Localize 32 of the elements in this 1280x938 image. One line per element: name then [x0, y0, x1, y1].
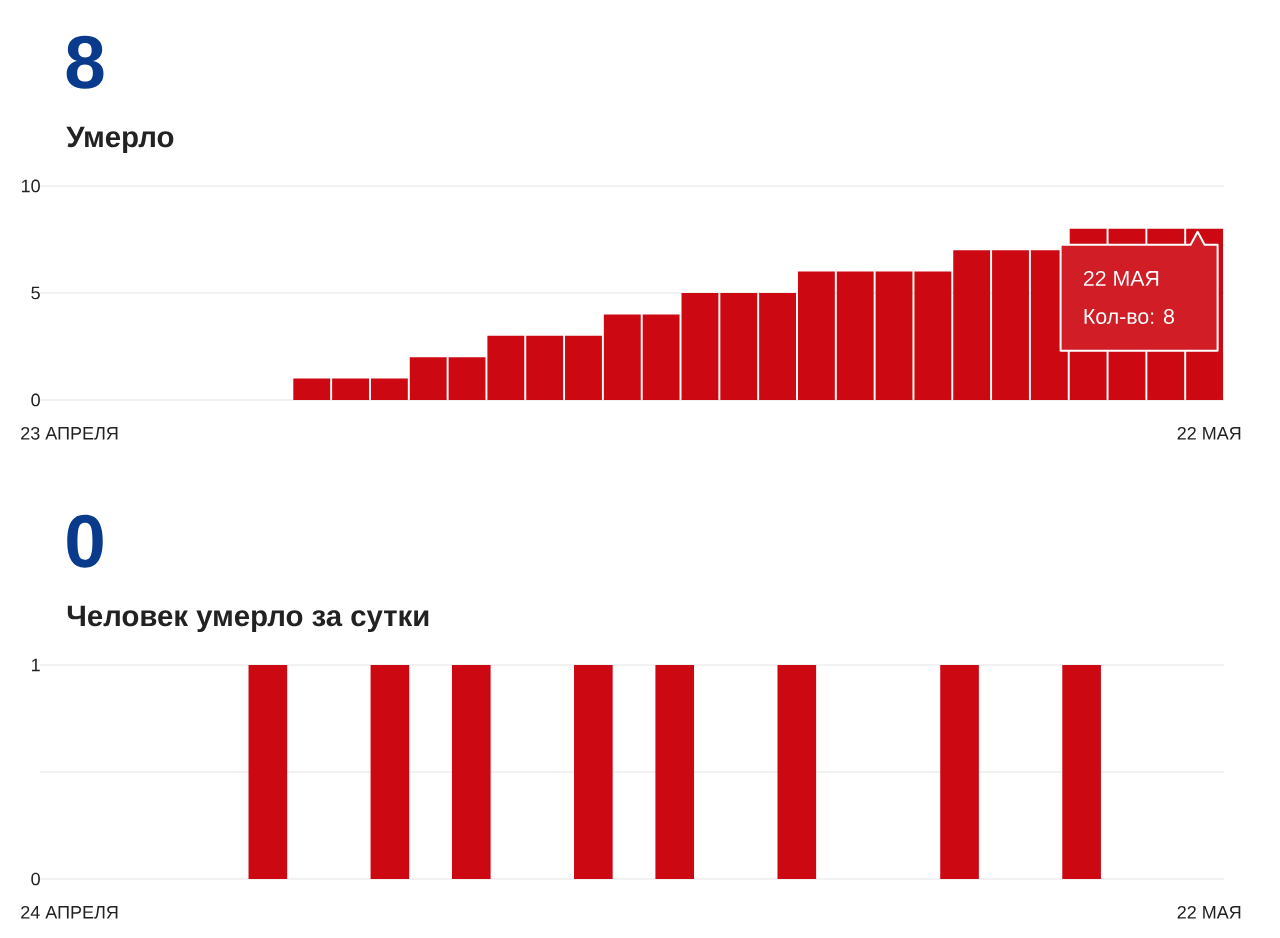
bar	[836, 271, 874, 400]
bar	[448, 357, 486, 400]
bar	[526, 335, 564, 400]
bar	[487, 335, 525, 400]
bar	[875, 271, 913, 400]
y-tick-label: 1	[31, 658, 40, 672]
y-tick-label: 5	[31, 286, 40, 300]
bar	[759, 292, 797, 400]
chart-subtitle: Умерло	[66, 126, 174, 154]
annotation: 22 МАЯ	[1083, 270, 1159, 286]
x-tick-label: 24 АПРЕЛЯ	[21, 905, 118, 919]
chart-title: 0	[67, 514, 103, 568]
chart-title: 8	[66, 35, 104, 89]
bar	[720, 292, 758, 400]
y-tick-label: 0	[31, 393, 40, 407]
bar	[642, 314, 680, 400]
x-tick-label: 23 АПРЕЛЯ	[21, 426, 118, 440]
bar	[681, 292, 719, 400]
bar	[409, 357, 447, 400]
bar	[603, 314, 641, 400]
bar	[953, 250, 991, 400]
chart-subtitle: Человек умерло за сутки	[67, 605, 429, 633]
bar	[332, 378, 369, 400]
bar	[565, 335, 602, 400]
y-tick-label: 10	[21, 179, 40, 193]
annotation: Кол-во: 8	[1084, 308, 1174, 324]
bar	[293, 378, 331, 400]
bar	[914, 271, 952, 400]
bar	[370, 378, 408, 400]
bar	[797, 271, 835, 400]
y-tick-label: 0	[31, 872, 40, 886]
bar	[992, 250, 1029, 400]
